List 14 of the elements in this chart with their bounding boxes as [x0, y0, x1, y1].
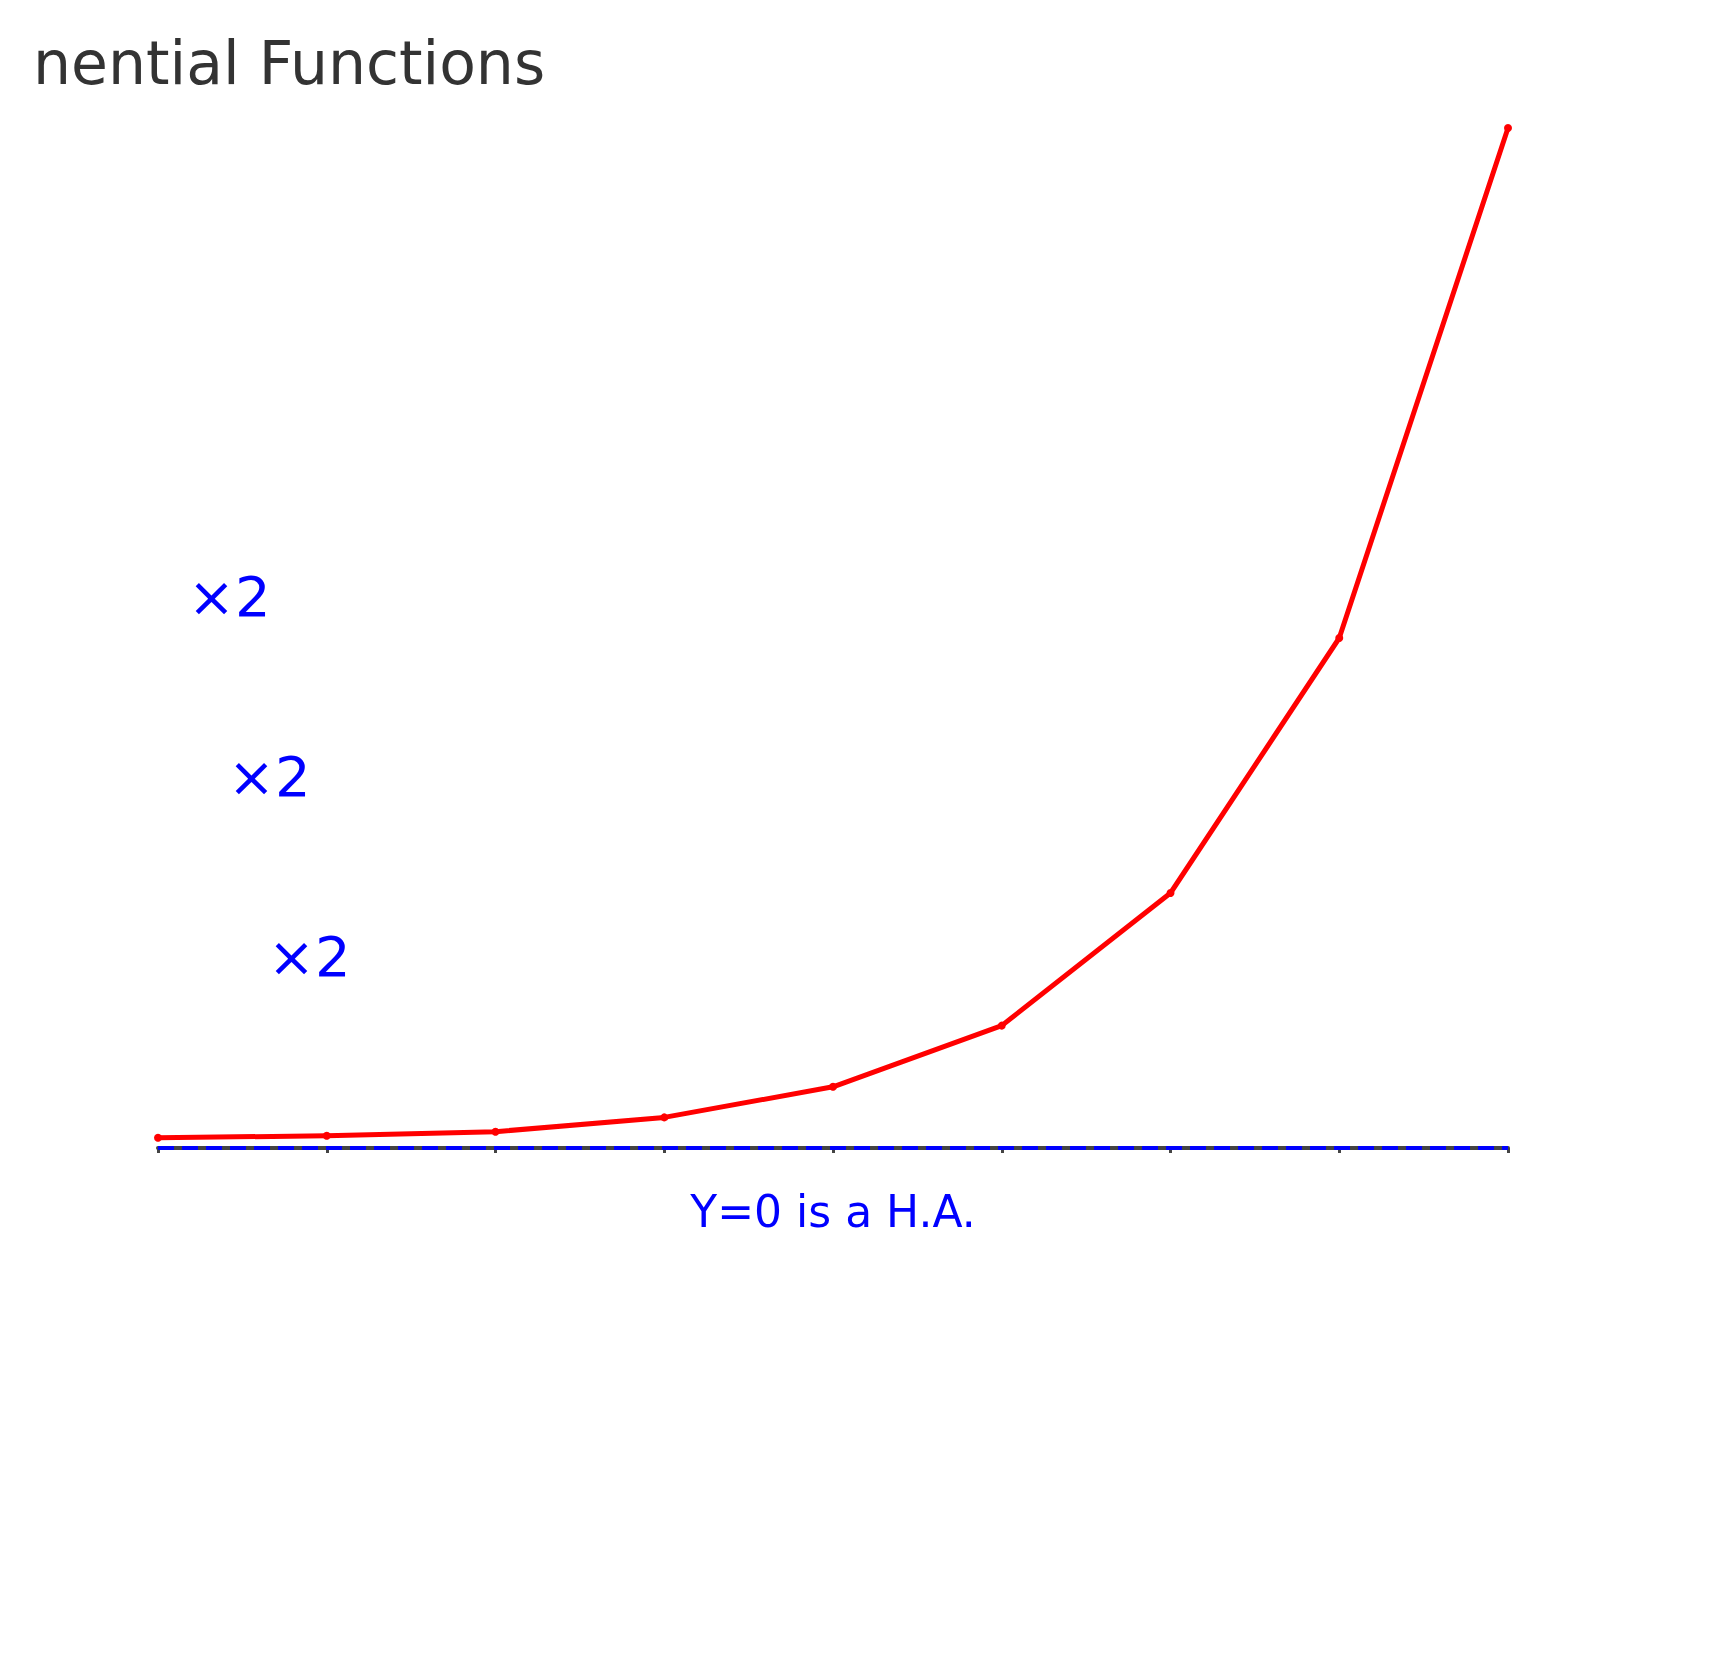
point [829, 1082, 837, 1091]
chart-title: nential Functions [33, 28, 546, 98]
point [491, 1127, 500, 1136]
annotation: ×2 [268, 923, 351, 989]
point [1335, 634, 1344, 642]
point [660, 1113, 669, 1122]
annotation: ×2 [188, 563, 271, 629]
point [322, 1131, 331, 1140]
annotation: ×2 [228, 743, 311, 809]
point [997, 1021, 1006, 1030]
point [1504, 124, 1512, 132]
point [1166, 889, 1175, 897]
point [154, 1133, 162, 1142]
ref-line-label: Y=0 is a H.A. [689, 1185, 976, 1237]
